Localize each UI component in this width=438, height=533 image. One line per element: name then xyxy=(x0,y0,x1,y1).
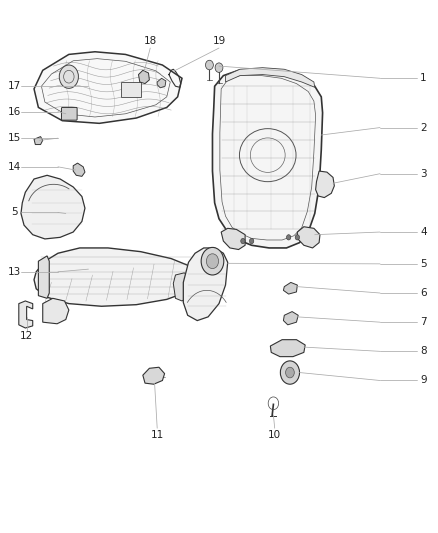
Polygon shape xyxy=(283,312,298,325)
Text: 5: 5 xyxy=(420,259,427,269)
Polygon shape xyxy=(221,228,245,249)
Circle shape xyxy=(250,238,254,244)
Text: 14: 14 xyxy=(8,162,21,172)
Text: 13: 13 xyxy=(8,267,21,277)
Text: 1: 1 xyxy=(420,73,427,83)
Text: 9: 9 xyxy=(420,375,427,385)
Polygon shape xyxy=(39,256,49,298)
Circle shape xyxy=(286,235,291,240)
Text: 7: 7 xyxy=(420,317,427,327)
Polygon shape xyxy=(34,248,195,306)
Polygon shape xyxy=(43,298,69,324)
Text: 2: 2 xyxy=(420,123,427,133)
FancyBboxPatch shape xyxy=(61,108,77,120)
Polygon shape xyxy=(316,171,334,198)
Text: 5: 5 xyxy=(11,207,18,217)
Polygon shape xyxy=(212,70,322,248)
Polygon shape xyxy=(184,248,228,320)
Circle shape xyxy=(215,63,223,72)
Bar xyxy=(121,82,141,97)
Polygon shape xyxy=(34,52,182,123)
Text: 11: 11 xyxy=(151,430,164,440)
Polygon shape xyxy=(283,282,297,294)
Circle shape xyxy=(206,254,219,269)
Polygon shape xyxy=(73,163,85,176)
Text: 8: 8 xyxy=(420,346,427,357)
Polygon shape xyxy=(21,175,85,239)
Polygon shape xyxy=(143,367,165,384)
Circle shape xyxy=(205,60,213,70)
Polygon shape xyxy=(157,78,166,88)
Text: 6: 6 xyxy=(420,288,427,298)
Text: 17: 17 xyxy=(8,81,21,91)
Circle shape xyxy=(241,238,245,244)
Polygon shape xyxy=(270,340,305,357)
Polygon shape xyxy=(297,227,320,248)
Text: 19: 19 xyxy=(212,36,226,46)
Polygon shape xyxy=(226,68,315,87)
Circle shape xyxy=(295,235,300,240)
Text: 12: 12 xyxy=(20,332,33,342)
Polygon shape xyxy=(19,301,33,328)
Text: 10: 10 xyxy=(268,430,281,440)
Text: 18: 18 xyxy=(144,36,157,46)
Polygon shape xyxy=(173,273,195,301)
Text: 16: 16 xyxy=(8,107,21,117)
Polygon shape xyxy=(34,136,43,144)
Text: 15: 15 xyxy=(8,133,21,143)
Circle shape xyxy=(59,65,78,88)
Text: 4: 4 xyxy=(420,227,427,237)
Circle shape xyxy=(286,367,294,378)
Text: 3: 3 xyxy=(420,169,427,179)
Circle shape xyxy=(201,247,224,275)
Polygon shape xyxy=(138,70,149,84)
Circle shape xyxy=(280,361,300,384)
Polygon shape xyxy=(61,109,75,119)
